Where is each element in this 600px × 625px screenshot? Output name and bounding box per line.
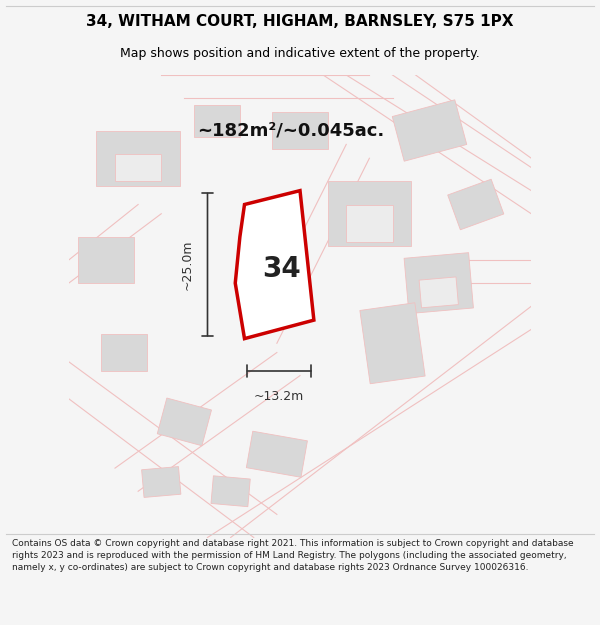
Polygon shape <box>142 467 181 498</box>
Text: ~182m²/~0.045ac.: ~182m²/~0.045ac. <box>197 121 385 139</box>
Polygon shape <box>328 181 411 246</box>
Text: ~13.2m: ~13.2m <box>254 389 304 402</box>
Polygon shape <box>346 204 392 241</box>
Polygon shape <box>404 253 473 314</box>
Polygon shape <box>247 431 307 478</box>
Text: Contains OS data © Crown copyright and database right 2021. This information is : Contains OS data © Crown copyright and d… <box>12 539 574 571</box>
Text: Map shows position and indicative extent of the property.: Map shows position and indicative extent… <box>120 48 480 61</box>
Polygon shape <box>392 100 467 161</box>
Polygon shape <box>157 398 212 446</box>
Polygon shape <box>448 179 504 230</box>
Polygon shape <box>272 112 328 149</box>
Polygon shape <box>101 334 148 371</box>
Text: 34: 34 <box>262 255 301 283</box>
Polygon shape <box>97 131 180 186</box>
Polygon shape <box>235 191 314 339</box>
Polygon shape <box>419 277 458 308</box>
Polygon shape <box>78 237 133 283</box>
Polygon shape <box>115 154 161 181</box>
Polygon shape <box>194 105 240 138</box>
Polygon shape <box>211 476 250 507</box>
Text: 34, WITHAM COURT, HIGHAM, BARNSLEY, S75 1PX: 34, WITHAM COURT, HIGHAM, BARNSLEY, S75 … <box>86 14 514 29</box>
Text: ~25.0m: ~25.0m <box>181 239 194 290</box>
Polygon shape <box>360 302 425 384</box>
